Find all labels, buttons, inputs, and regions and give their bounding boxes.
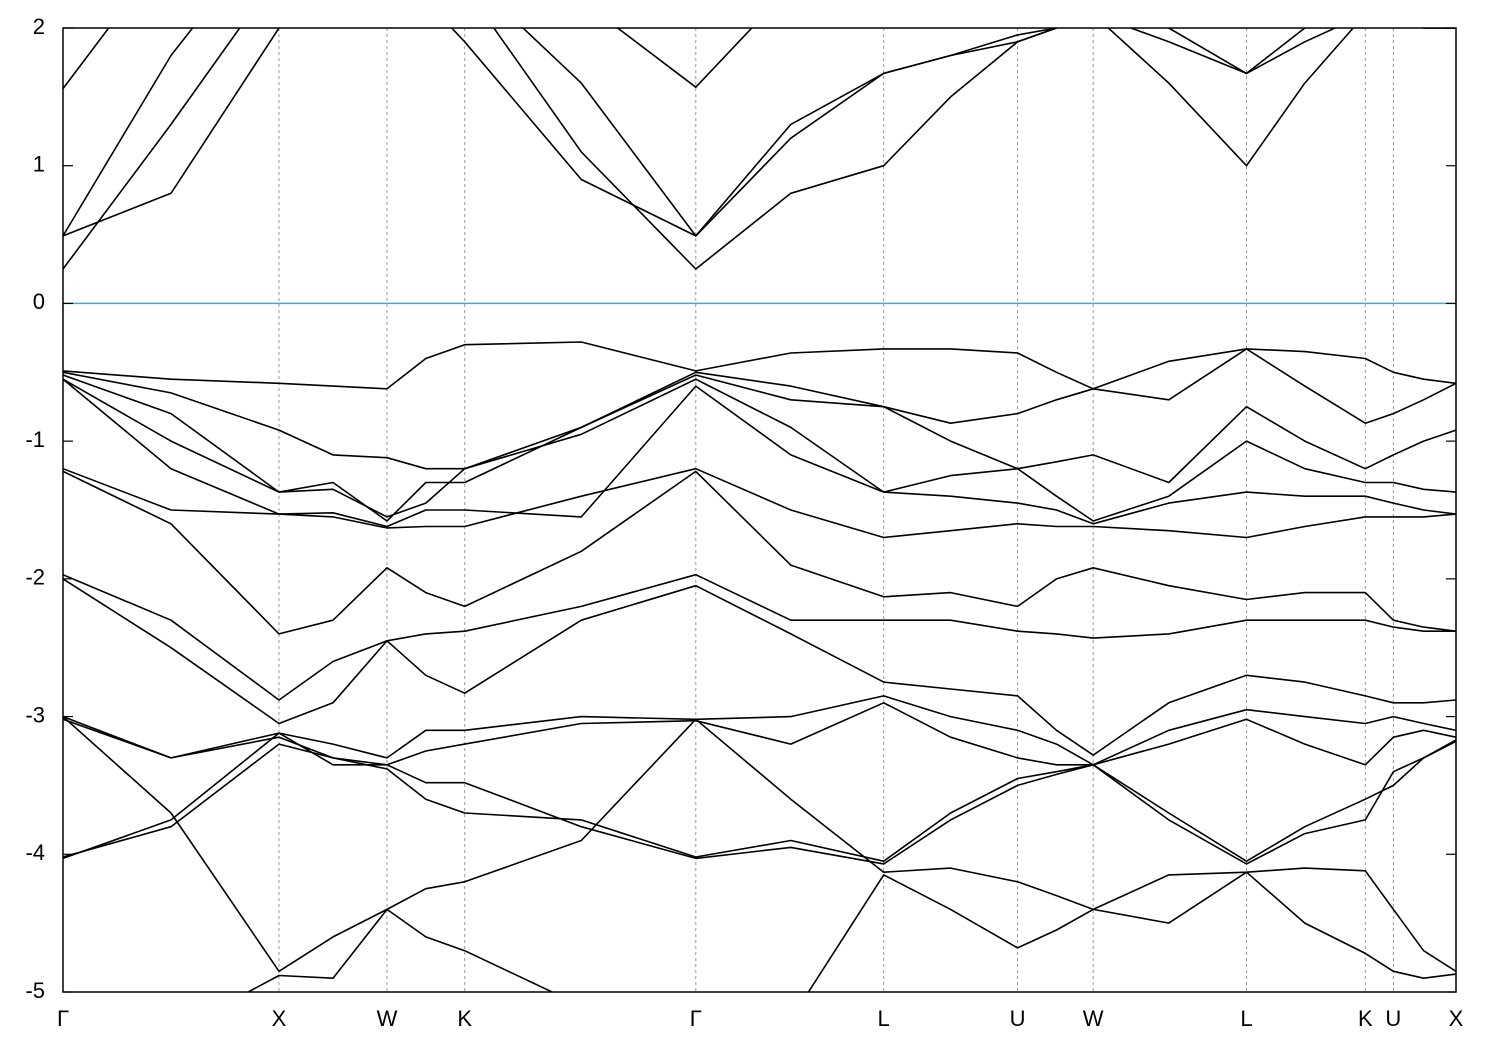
x-tick-label: W: [1083, 1006, 1104, 1031]
y-tick-label: -4: [25, 840, 45, 865]
bands-layer: [63, 28, 1456, 992]
band-line: [63, 28, 1456, 237]
x-tick-label: W: [377, 1006, 398, 1031]
x-tick-label: U: [1010, 1006, 1026, 1031]
band-line: [63, 467, 1456, 539]
y-tick-label: -3: [25, 702, 45, 727]
band-line: [63, 378, 1456, 522]
band-line: [63, 28, 1456, 270]
x-tick-label: X: [272, 1006, 287, 1031]
band-line: [63, 374, 1456, 522]
x-tick-label: L: [878, 1006, 890, 1031]
band-line: [63, 702, 1456, 766]
x-tick-label: K: [457, 1006, 472, 1031]
band-line: [63, 28, 1456, 237]
band-line: [63, 578, 1456, 756]
band-line: [63, 470, 1456, 635]
y-tick-label: 2: [33, 14, 45, 39]
x-tick-label: L: [1240, 1006, 1252, 1031]
y-tick-label: 0: [33, 289, 45, 314]
band-line: [63, 341, 1456, 390]
band-line: [63, 732, 1456, 865]
y-tick-label: -2: [25, 565, 45, 590]
y-tick-label: -1: [25, 427, 45, 452]
band-line: [63, 348, 1456, 470]
y-tick-label: 1: [33, 152, 45, 177]
band-line: [63, 739, 1456, 862]
x-tick-label: X: [1449, 1006, 1464, 1031]
band-line: [246, 871, 1456, 992]
x-tick-label: Γ: [690, 1006, 702, 1031]
band-line: [63, 716, 1456, 973]
x-tick-label: K: [1358, 1006, 1373, 1031]
plot-frame: [62, 27, 1457, 993]
x-tick-label: U: [1385, 1006, 1401, 1031]
x-tick-label: Γ: [57, 1006, 69, 1031]
y-tick-label: -5: [25, 978, 45, 1003]
band-line: [63, 695, 1456, 766]
grid-layer: [62, 28, 1457, 992]
band-line: [63, 378, 1456, 528]
band-line: [63, 28, 753, 90]
band-line: [63, 573, 1456, 701]
